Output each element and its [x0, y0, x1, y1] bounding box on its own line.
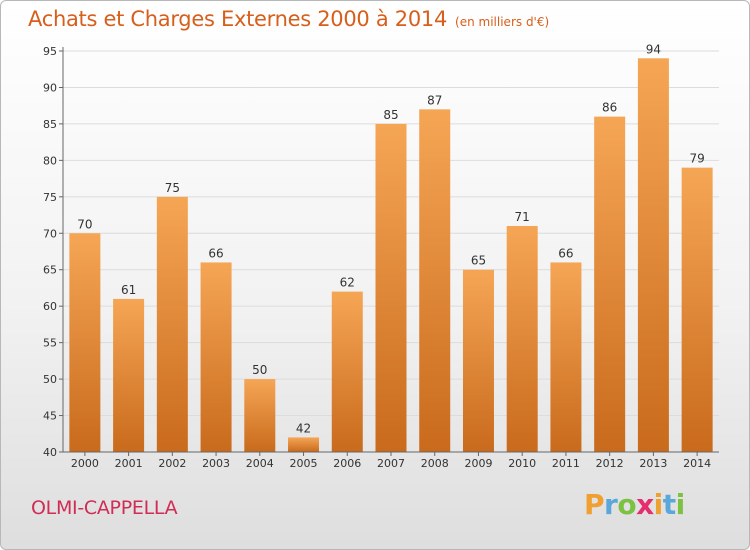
bar-2003 [200, 262, 232, 452]
data-label-2007: 85 [383, 108, 398, 122]
bar-2011 [550, 262, 582, 452]
bar-2012 [594, 116, 626, 453]
x-tick-label-2008: 2008 [421, 457, 449, 470]
bar-2005 [288, 437, 320, 452]
x-tick-label-2001: 2001 [115, 457, 143, 470]
data-label-2013: 94 [646, 42, 661, 56]
data-label-2005: 42 [296, 421, 311, 435]
x-tick-label-2010: 2010 [508, 457, 536, 470]
data-label-2006: 62 [340, 276, 355, 290]
data-labels: 70 61 75 66 50 42 62 85 87 65 71 66 86 94 79 [77, 42, 705, 435]
x-tick-label-2002: 2002 [158, 457, 186, 470]
x-tick-label-2009: 2009 [464, 457, 492, 470]
y-tick-label: 80 [43, 154, 57, 167]
bar-2009 [462, 269, 494, 452]
x-tick-label-2011: 2011 [552, 457, 580, 470]
bar-2008 [419, 109, 451, 452]
data-label-2000: 70 [77, 217, 92, 231]
data-label-2012: 86 [602, 101, 617, 115]
x-tick-label-2014: 2014 [683, 457, 711, 470]
x-tick-label-2013: 2013 [639, 457, 667, 470]
commune-name: OLMI-CAPPELLA [31, 497, 178, 519]
data-label-2008: 87 [427, 93, 442, 107]
bar-2013 [637, 58, 669, 453]
bar-2010 [506, 225, 538, 452]
chart-title: Achats et Charges Externes 2000 à 2014 (e… [28, 7, 549, 31]
y-tick-label: 75 [43, 191, 57, 204]
y-tick-label: 55 [43, 337, 57, 350]
data-label-2002: 75 [165, 181, 180, 195]
logo-letter: i [675, 488, 686, 521]
bar-2002 [156, 196, 188, 452]
y-tick-label: 70 [43, 227, 57, 240]
chart-subtitle: (en milliers d'€) [455, 15, 550, 29]
logo-letter: o [617, 488, 637, 521]
x-tick-label-2007: 2007 [377, 457, 405, 470]
y-tick-label: 60 [43, 300, 57, 313]
y-tick-label: 45 [43, 410, 57, 423]
logo-letter: t [662, 488, 676, 521]
bar-2004 [244, 379, 276, 452]
y-tick-label: 65 [43, 264, 57, 277]
chart-title-text: Achats et Charges Externes 2000 à 2014 [28, 7, 448, 31]
data-label-2003: 66 [208, 246, 223, 260]
data-label-2001: 61 [121, 283, 136, 297]
data-label-2011: 66 [558, 246, 573, 260]
bars [69, 58, 713, 453]
x-tick-label-2004: 2004 [246, 457, 274, 470]
bar-2000 [69, 233, 101, 452]
logo-letter: x [636, 488, 654, 521]
data-label-2014: 79 [689, 152, 704, 166]
x-tick-label-2006: 2006 [333, 457, 361, 470]
bar-2006 [331, 291, 363, 452]
proxiti-logo[interactable]: Proxiti [584, 488, 685, 521]
x-tick-label-2003: 2003 [202, 457, 230, 470]
logo-letter: i [653, 488, 664, 521]
bar-2007 [375, 123, 407, 452]
y-tick-label: 50 [43, 373, 57, 386]
logo-letter: r [604, 488, 618, 521]
data-label-2010: 71 [515, 210, 530, 224]
bar-2001 [113, 298, 145, 452]
y-tick-label: 90 [43, 81, 57, 94]
data-label-2004: 50 [252, 363, 267, 377]
data-label-2009: 65 [471, 254, 486, 268]
x-tick-label-2005: 2005 [290, 457, 318, 470]
axes: 40 45 50 55 60 65 70 75 80 85 90 95 2000 2001 2002 2003… [43, 45, 719, 470]
logo-letter: P [584, 488, 605, 521]
y-tick-label: 85 [43, 118, 57, 131]
x-tick-label-2012: 2012 [596, 457, 624, 470]
x-tick-label-2000: 2000 [71, 457, 99, 470]
y-tick-label: 40 [43, 446, 57, 459]
bar-2014 [681, 167, 713, 452]
y-tick-label: 95 [43, 45, 57, 58]
